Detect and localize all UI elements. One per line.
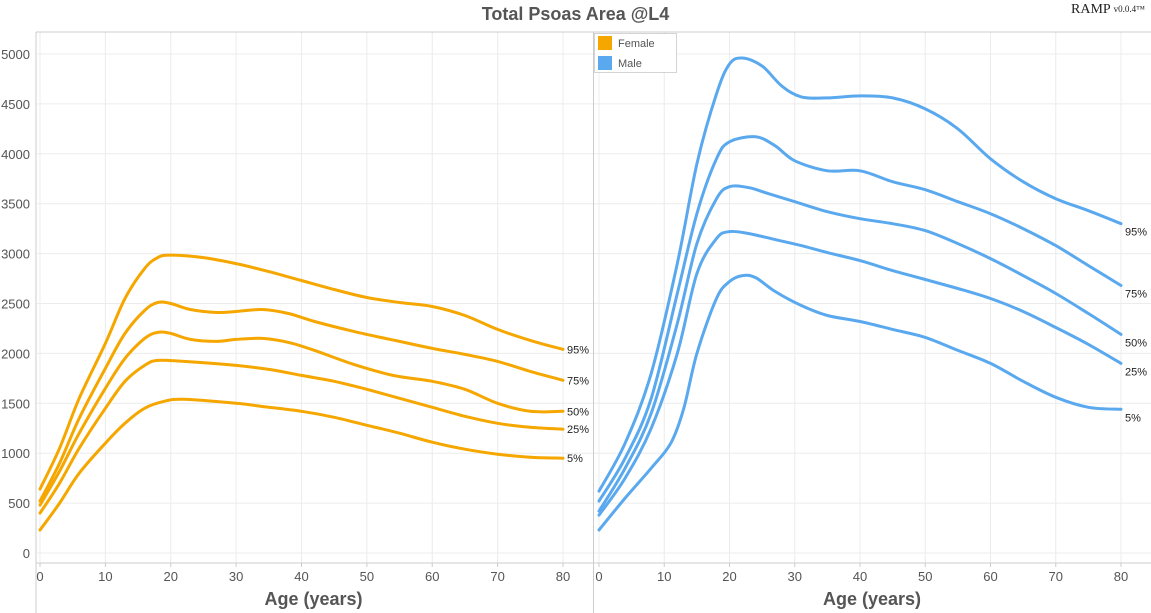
series-label-75pct: 75%	[567, 375, 589, 387]
series-line-75pct	[38, 300, 565, 503]
x-tick-label: 60	[983, 569, 997, 584]
series-line-75pct	[597, 135, 1123, 503]
x-tick-label: 50	[918, 569, 932, 584]
legend: Female Male	[594, 33, 677, 73]
series-line-5pct	[38, 397, 565, 532]
x-tick-label: 80	[556, 569, 570, 584]
chart-title: Total Psoas Area @L4	[481, 4, 670, 24]
x-tick-label: 20	[722, 569, 736, 584]
y-tick-label: 3500	[1, 197, 30, 212]
series-label-95pct: 95%	[567, 344, 589, 356]
y-tick-label: 3000	[1, 247, 30, 262]
series-line-25pct	[38, 358, 565, 515]
brand-version: v0.0.4	[1113, 4, 1137, 14]
y-tick-label: 2000	[1, 346, 30, 361]
series-label-50pct: 50%	[567, 406, 589, 418]
y-tick-label: 0	[23, 546, 30, 561]
label-layer: 0 10 20 30 40 50 60 70 80 Age (years) 95% 75% 50% 25%…	[1, 47, 1147, 609]
brand-watermark: RAMP v0.0.4™	[1071, 2, 1145, 18]
grid-layer	[37, 32, 1151, 563]
series-line-95pct	[597, 56, 1123, 493]
x-axis-title: Age (years)	[264, 589, 362, 609]
y-tick-label: 2500	[1, 297, 30, 312]
x-tick-label: 50	[360, 569, 374, 584]
series-line-5pct	[597, 273, 1123, 532]
series-label-50pct: 50%	[1125, 337, 1147, 349]
x-tick-label: 40	[294, 569, 308, 584]
series-line-50pct	[38, 330, 565, 507]
legend-label-male: Male	[618, 58, 642, 70]
series-line-95pct	[38, 253, 565, 491]
series-label-75pct: 75%	[1125, 289, 1147, 301]
legend-swatch-female	[598, 36, 612, 50]
frame-layer	[35, 31, 1151, 613]
x-tick-label: 0	[36, 569, 43, 584]
series-line-50pct	[597, 184, 1123, 513]
x-tick-label: 30	[788, 569, 802, 584]
series-layer	[38, 56, 1123, 532]
y-tick-label: 1500	[1, 396, 30, 411]
y-tick-label: 500	[8, 496, 30, 511]
x-tick-label: 80	[1114, 569, 1128, 584]
y-tick-label: 1000	[1, 446, 30, 461]
series-label-25pct: 25%	[1125, 366, 1147, 378]
x-tick-label: 70	[1049, 569, 1063, 584]
series-label-95pct: 95%	[1125, 227, 1147, 239]
brand-name: RAMP	[1071, 2, 1111, 17]
x-tick-label: 0	[595, 569, 602, 584]
x-tick-label: 70	[490, 569, 504, 584]
legend-swatch-male	[598, 56, 612, 70]
y-tick-label: 4500	[1, 97, 30, 112]
series-line-25pct	[597, 229, 1123, 517]
y-tick-label: 4000	[1, 147, 30, 162]
x-tick-label: 30	[229, 569, 243, 584]
y-tick-label: 5000	[1, 47, 30, 62]
x-tick-label: 10	[98, 569, 112, 584]
x-tick-label: 60	[425, 569, 439, 584]
series-label-25pct: 25%	[567, 424, 589, 436]
brand-trademark: ™	[1136, 4, 1145, 14]
series-label-5pct: 5%	[1125, 412, 1141, 424]
series-label-5pct: 5%	[567, 453, 583, 465]
legend-label-female: Female	[618, 38, 655, 50]
x-tick-label: 20	[164, 569, 178, 584]
x-tick-label: 10	[657, 569, 671, 584]
x-tick-label: 40	[853, 569, 867, 584]
x-axis-title: Age (years)	[823, 589, 921, 609]
